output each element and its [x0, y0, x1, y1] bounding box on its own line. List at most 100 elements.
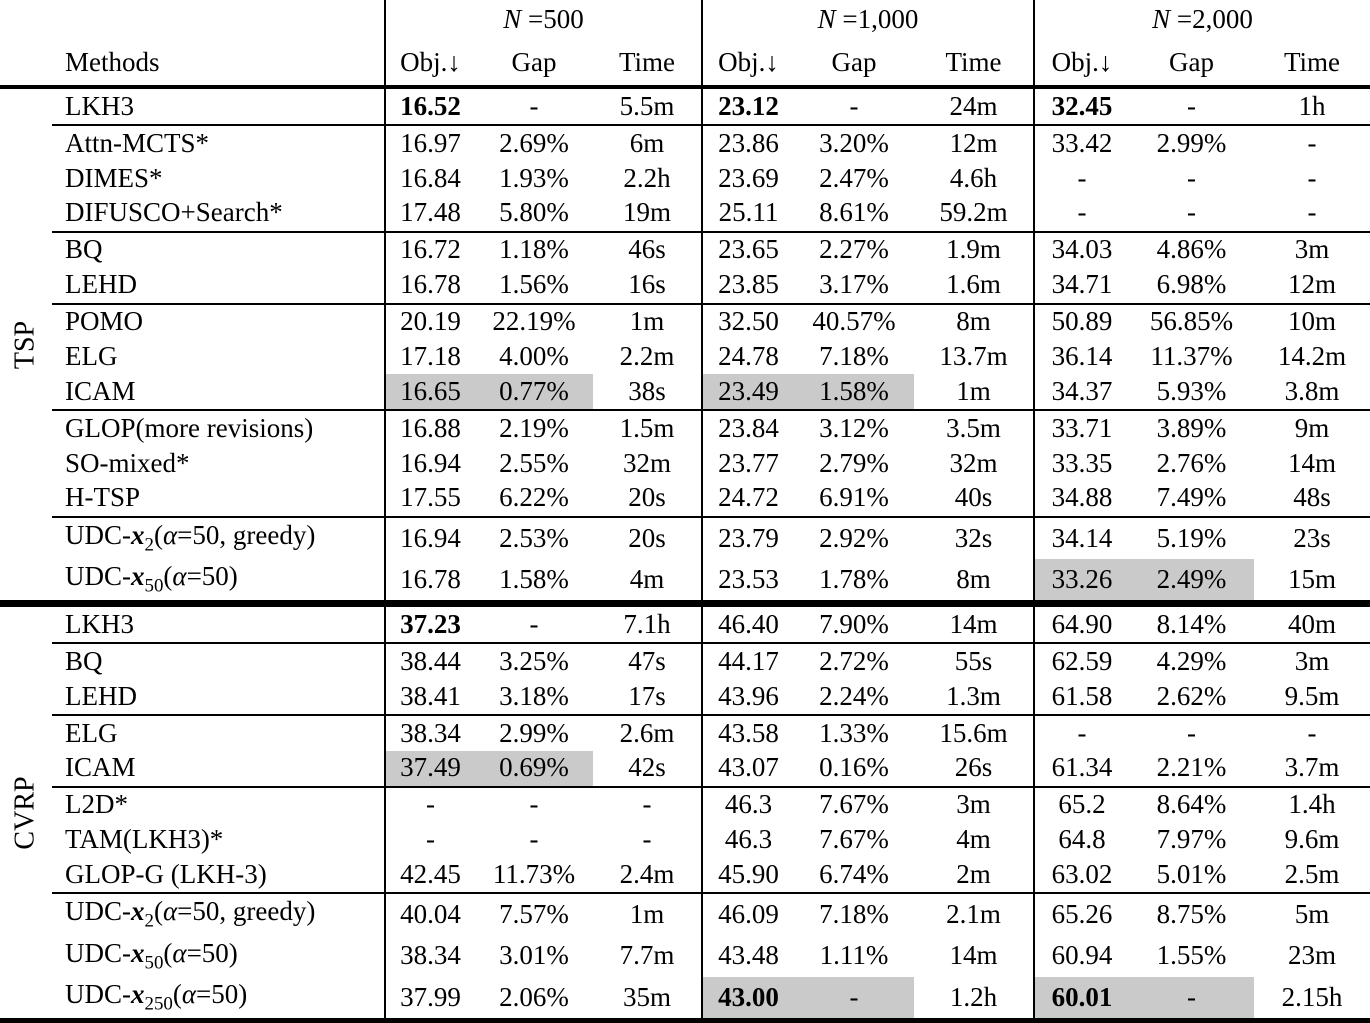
cell-gap: -: [1187, 717, 1196, 748]
table-row: ELG 17.18 4.00% 2.2m 24.78 7.18% 13.7m 36.14 11.…: [0, 339, 1370, 375]
cell-obj: 16.84: [400, 162, 461, 193]
method-name: ICAM: [52, 750, 386, 788]
cell-gap: 4.29%: [1156, 645, 1227, 676]
cell-obj: 34.71: [1034, 267, 1129, 305]
obj-header-n500: Obj.↓: [385, 40, 475, 89]
cell-obj: 24.72: [702, 480, 794, 518]
size-header-row: N =500 N =1,000 N =2,000: [0, 0, 1370, 40]
cell-obj: 36.14: [1051, 341, 1113, 372]
cell-obj: 38.34: [400, 940, 461, 971]
cell-gap: 1.56%: [475, 267, 593, 305]
cell-obj: 25.11: [702, 195, 794, 233]
cell-time: 24m: [914, 87, 1035, 127]
cell-gap: 2.76%: [1156, 447, 1227, 478]
cell-obj: 33.35: [1051, 447, 1113, 478]
cell-time: -: [593, 822, 703, 858]
cell-time: 20s: [593, 516, 703, 560]
cell-obj: -: [1077, 162, 1087, 193]
cell-time: 47s: [593, 643, 703, 679]
cell-obj: 33.26: [1034, 559, 1129, 601]
cell-obj: 16.52: [385, 87, 475, 127]
cell-obj: 61.58: [1034, 679, 1129, 716]
cell-gap: 7.97%: [1156, 824, 1227, 855]
group-header-n2000: N =2,000: [1152, 4, 1253, 35]
cell-gap: -: [475, 607, 593, 645]
table-row: LEHD 16.78 1.56% 16s 23.85 3.17% 1.6m 34.71 6.98…: [0, 267, 1370, 305]
method-name: UDC-x250(α=50): [52, 976, 386, 1018]
table-row: GLOP(more revisions) 16.88 2.19% 1.5m 23.84 3…: [0, 410, 1370, 447]
cell-time: 2.4m: [593, 857, 703, 895]
cell-time: 38s: [593, 374, 703, 412]
method-name: LEHD: [52, 679, 386, 716]
cell-obj: 23.86: [718, 127, 779, 158]
cell-time: 9m: [1294, 412, 1330, 443]
cell-gap: 1.55%: [1156, 940, 1227, 971]
cell-gap: 2.24%: [794, 679, 914, 716]
method-name: ELG: [52, 339, 386, 375]
cell-obj: 43.00: [702, 976, 794, 1018]
cell-gap: 1.93%: [499, 162, 569, 193]
cell-gap: 5.80%: [475, 195, 593, 233]
cell-time: 32s: [914, 516, 1035, 560]
time-header-n500: Time: [593, 40, 703, 89]
cell-time: 2.2m: [593, 339, 703, 375]
cell-time: 4.6h: [914, 161, 1035, 196]
table-row: BQ 38.44 3.25% 47s 44.17 2.72% 55s 62.59 4.29% 3m: [0, 643, 1370, 679]
cell-time: 40s: [914, 480, 1035, 518]
gap-header-n1000: Gap: [794, 40, 914, 89]
cell-time: 2m: [914, 857, 1035, 895]
cell-gap: 6.98%: [1129, 267, 1254, 305]
cell-gap: 1.11%: [819, 940, 889, 971]
cell-time: 15.6m: [914, 714, 1035, 751]
cell-time: 14m: [914, 607, 1035, 645]
cell-obj: 32.50: [718, 306, 779, 337]
method-name: UDC-x2(α=50, greedy): [52, 516, 386, 560]
cell-gap: 7.18%: [819, 899, 889, 930]
cell-gap: 2.72%: [819, 645, 889, 676]
cell-time: 26s: [914, 750, 1035, 788]
cell-gap: 3.18%: [475, 679, 593, 716]
column-header-row: Methods Obj.↓ Gap Time Obj.↓ Gap Time Ob…: [0, 40, 1370, 89]
cell-time: 20s: [593, 480, 703, 518]
cell-time: 6m: [593, 125, 703, 162]
methods-header: Methods: [52, 40, 386, 89]
cell-gap: -: [1129, 87, 1254, 127]
cell-time: 9.5m: [1254, 679, 1370, 716]
cell-obj: 23.65: [718, 234, 779, 265]
cell-obj: 23.69: [718, 162, 779, 193]
cell-gap: 7.67%: [819, 824, 889, 855]
cell-time: 5m: [1294, 899, 1330, 930]
cell-time: 1.4h: [1288, 789, 1336, 820]
method-name: Attn-MCTS*: [52, 125, 386, 162]
cell-gap: 1.78%: [819, 563, 889, 594]
cell-time: -: [593, 786, 703, 823]
cell-gap: 40.57%: [812, 306, 896, 337]
cell-time: 5.5m: [593, 87, 703, 127]
method-name: BQ: [52, 231, 386, 268]
cell-time: -: [1307, 162, 1317, 193]
cell-gap: 2.49%: [1129, 559, 1254, 601]
cell-time: 1.5m: [593, 410, 703, 447]
table-row: BQ 16.72 1.18% 46s 23.65 2.27% 1.9m 34.03 4.86% 3…: [0, 231, 1370, 268]
method-name: H-TSP: [52, 480, 386, 518]
cell-obj: 34.14: [1051, 522, 1113, 553]
table-row: ICAM 16.65 0.77% 38s 23.49 1.58% 1m 34.37 5.93% 3…: [0, 374, 1370, 412]
cell-time: 1m: [914, 374, 1035, 412]
method-name: LKH3: [52, 607, 386, 645]
cell-obj: 46.3: [724, 789, 773, 820]
cell-obj: -: [426, 824, 435, 855]
cell-obj: 23.53: [718, 563, 779, 594]
cell-gap: 0.16%: [794, 750, 914, 788]
cell-gap: 7.57%: [499, 899, 569, 930]
cell-obj: 62.59: [1051, 645, 1113, 676]
cell-obj: 46.09: [718, 899, 779, 930]
cell-obj: 46.40: [702, 607, 794, 645]
table-row: DIMES* 16.84 1.93% 2.2h 23.69 2.47% 4.6h - - -: [0, 161, 1370, 196]
cell-time: 1.3m: [914, 679, 1035, 716]
cell-time: -: [1307, 717, 1317, 748]
cell-time: 17s: [593, 679, 703, 716]
cell-gap: 7.18%: [819, 341, 889, 372]
cell-gap: -: [1129, 195, 1254, 233]
section-divider: [0, 600, 1370, 608]
